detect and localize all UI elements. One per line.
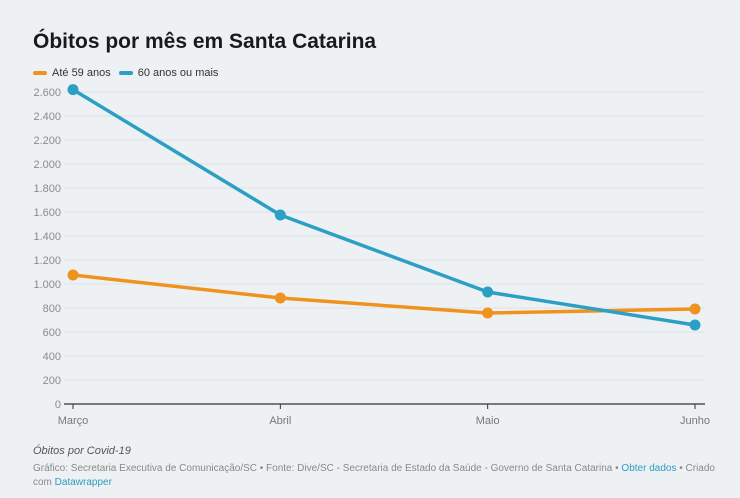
data-point [482, 307, 494, 319]
data-point [689, 303, 701, 315]
y-tick-label: 2.200 [33, 135, 61, 147]
series-line-0 [71, 273, 697, 315]
x-tick-label: Abril [269, 415, 291, 427]
y-tick-label: 1.000 [33, 279, 61, 291]
y-tick-label: 2.000 [33, 159, 61, 171]
y-tick-label: 1.600 [33, 207, 61, 219]
y-tick-label: 2.400 [33, 111, 61, 123]
x-tick-label: Maio [476, 415, 500, 427]
y-tick-label: 1.800 [33, 183, 61, 195]
data-point [67, 269, 79, 281]
data-point [67, 84, 79, 96]
source-text: Gráfico: Secretaria Executiva de Comunic… [33, 463, 622, 474]
data-point [689, 319, 701, 331]
created-with-text: • Criado com [33, 463, 715, 488]
y-tick-label: 1.400 [33, 231, 61, 243]
y-tick-label: 800 [43, 303, 61, 315]
series-line-1 [71, 87, 697, 327]
x-tick-label: Março [58, 415, 89, 427]
y-tick-label: 0 [55, 399, 61, 411]
legend-label-ate-59: Até 59 anos [52, 67, 111, 79]
legend-item-ate-59: Até 59 anos [33, 67, 111, 79]
legend-label-60-mais: 60 anos ou mais [137, 67, 219, 79]
legend: Até 59 anos 60 anos ou mais [33, 67, 226, 79]
data-point [274, 209, 286, 221]
data-point [274, 292, 286, 304]
y-tick-label: 1.200 [33, 255, 61, 267]
chart-notes: Óbitos por Covid-19 [33, 445, 131, 457]
legend-item-60-mais: 60 anos ou mais [118, 67, 219, 79]
get-data-link[interactable]: Obter dados [621, 463, 677, 474]
chart-title: Óbitos por mês em Santa Catarina [33, 30, 377, 53]
legend-swatch-60-mais [118, 71, 133, 75]
y-tick-label: 400 [43, 351, 61, 363]
chart-source: Gráfico: Secretaria Executiva de Comunic… [33, 462, 723, 490]
legend-swatch-ate-59 [33, 71, 47, 75]
datawrapper-link[interactable]: Datawrapper [54, 477, 112, 488]
data-point [482, 286, 494, 298]
x-tick-label: Junho [680, 415, 710, 427]
line-chart: 0 200 400 600 800 1.000 1.200 1.400 1.600 1.800 2.… [33, 84, 710, 427]
y-tick-label: 600 [43, 327, 61, 339]
y-tick-label: 200 [43, 375, 61, 387]
y-tick-label: 2.600 [33, 87, 61, 99]
